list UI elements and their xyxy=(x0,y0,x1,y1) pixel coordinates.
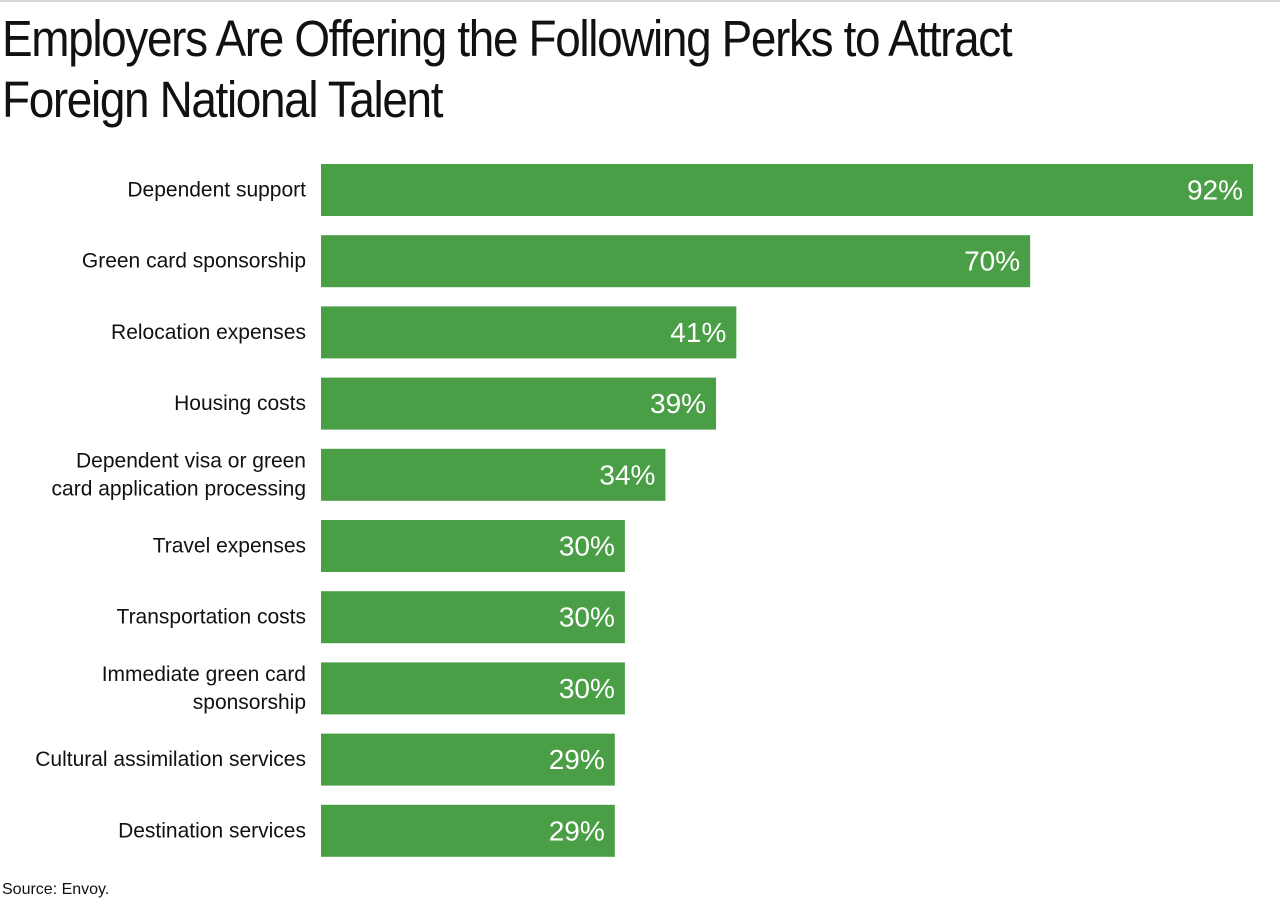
value-label-relocation-expenses: 41% xyxy=(670,317,726,348)
value-label-destination-services: 29% xyxy=(549,815,605,846)
chart-title: Employers Are Offering the Following Per… xyxy=(2,10,1013,128)
bar-destination-services xyxy=(321,804,615,857)
top-divider xyxy=(0,0,1280,2)
bar-transportation-costs xyxy=(321,591,625,644)
bar-row-transportation-costs: 30% Transportation costs xyxy=(117,591,625,644)
bar-row-relocation-expenses: 41% Relocation expenses xyxy=(111,306,737,359)
category-label-green-card-sponsorship: Green card sponsorship xyxy=(82,250,306,273)
category-label-line: Transportation costs xyxy=(117,606,306,629)
bar-row-travel-expenses: 30% Travel expenses xyxy=(153,520,625,572)
category-label-dependent-visa-or-green-card-application-processing: Dependent visa or green card application … xyxy=(52,449,306,500)
category-label-line: Immediate green card xyxy=(102,663,306,686)
category-label-immediate-green-card-sponsorship: Immediate green card sponsorship xyxy=(102,663,306,714)
bar-row-dependent-support: 92% Dependent support xyxy=(127,164,1253,216)
bar-row-green-card-sponsorship: 70% Green card sponsorship xyxy=(82,235,1031,288)
category-label-line: Destination services xyxy=(118,819,306,842)
category-label-line: Travel expenses xyxy=(153,535,306,558)
value-label-green-card-sponsorship: 70% xyxy=(964,246,1020,277)
value-label-travel-expenses: 30% xyxy=(559,531,615,562)
value-label-dependent-support: 92% xyxy=(1187,175,1243,206)
value-label-housing-costs: 39% xyxy=(650,388,706,419)
category-label-line: Relocation expenses xyxy=(111,321,306,344)
bar-dependent-support xyxy=(321,164,1253,216)
bar-cultural-assimilation-services xyxy=(321,733,615,786)
bar-relocation-expenses xyxy=(321,306,737,359)
bar-immediate-green-card-sponsorship xyxy=(321,662,625,715)
value-label-immediate-green-card-sponsorship: 30% xyxy=(559,673,615,704)
bar-row-dependent-visa-or-green-card-application-processing: 34% Dependent visa or green card applicati… xyxy=(52,448,666,501)
value-label-cultural-assimilation-services: 29% xyxy=(549,744,605,775)
category-label-line: sponsorship xyxy=(193,691,306,714)
bar-row-cultural-assimilation-services: 29% Cultural assimilation services xyxy=(35,733,615,786)
category-label-dependent-support: Dependent support xyxy=(127,179,306,202)
category-label-cultural-assimilation-services: Cultural assimilation services xyxy=(35,748,306,771)
bar-housing-costs xyxy=(321,377,717,430)
category-label-line: Dependent support xyxy=(127,179,306,202)
category-label-line: Green card sponsorship xyxy=(82,250,306,273)
category-label-destination-services: Destination services xyxy=(118,819,306,842)
category-label-line: Housing costs xyxy=(174,392,306,415)
category-label-relocation-expenses: Relocation expenses xyxy=(111,321,306,344)
category-label-travel-expenses: Travel expenses xyxy=(153,535,306,558)
category-label-line: card application processing xyxy=(52,477,306,500)
value-label-dependent-visa-or-green-card-application-processing: 34% xyxy=(599,459,655,490)
category-label-line: Cultural assimilation services xyxy=(35,748,306,771)
bar-green-card-sponsorship xyxy=(321,235,1031,288)
value-label-transportation-costs: 30% xyxy=(559,602,615,633)
bar-dependent-visa-or-green-card-application-processing xyxy=(321,448,666,501)
bar-row-destination-services: 29% Destination services xyxy=(118,804,615,857)
bar-row-housing-costs: 39% Housing costs xyxy=(174,377,717,430)
bar-row-immediate-green-card-sponsorship: 30% Immediate green card sponsorship xyxy=(102,662,625,715)
category-label-transportation-costs: Transportation costs xyxy=(117,606,306,629)
bar-travel-expenses xyxy=(321,520,625,572)
source-note: Source: Envoy. xyxy=(2,881,110,898)
category-label-housing-costs: Housing costs xyxy=(174,392,306,415)
category-label-line: Dependent visa or green xyxy=(76,449,306,472)
